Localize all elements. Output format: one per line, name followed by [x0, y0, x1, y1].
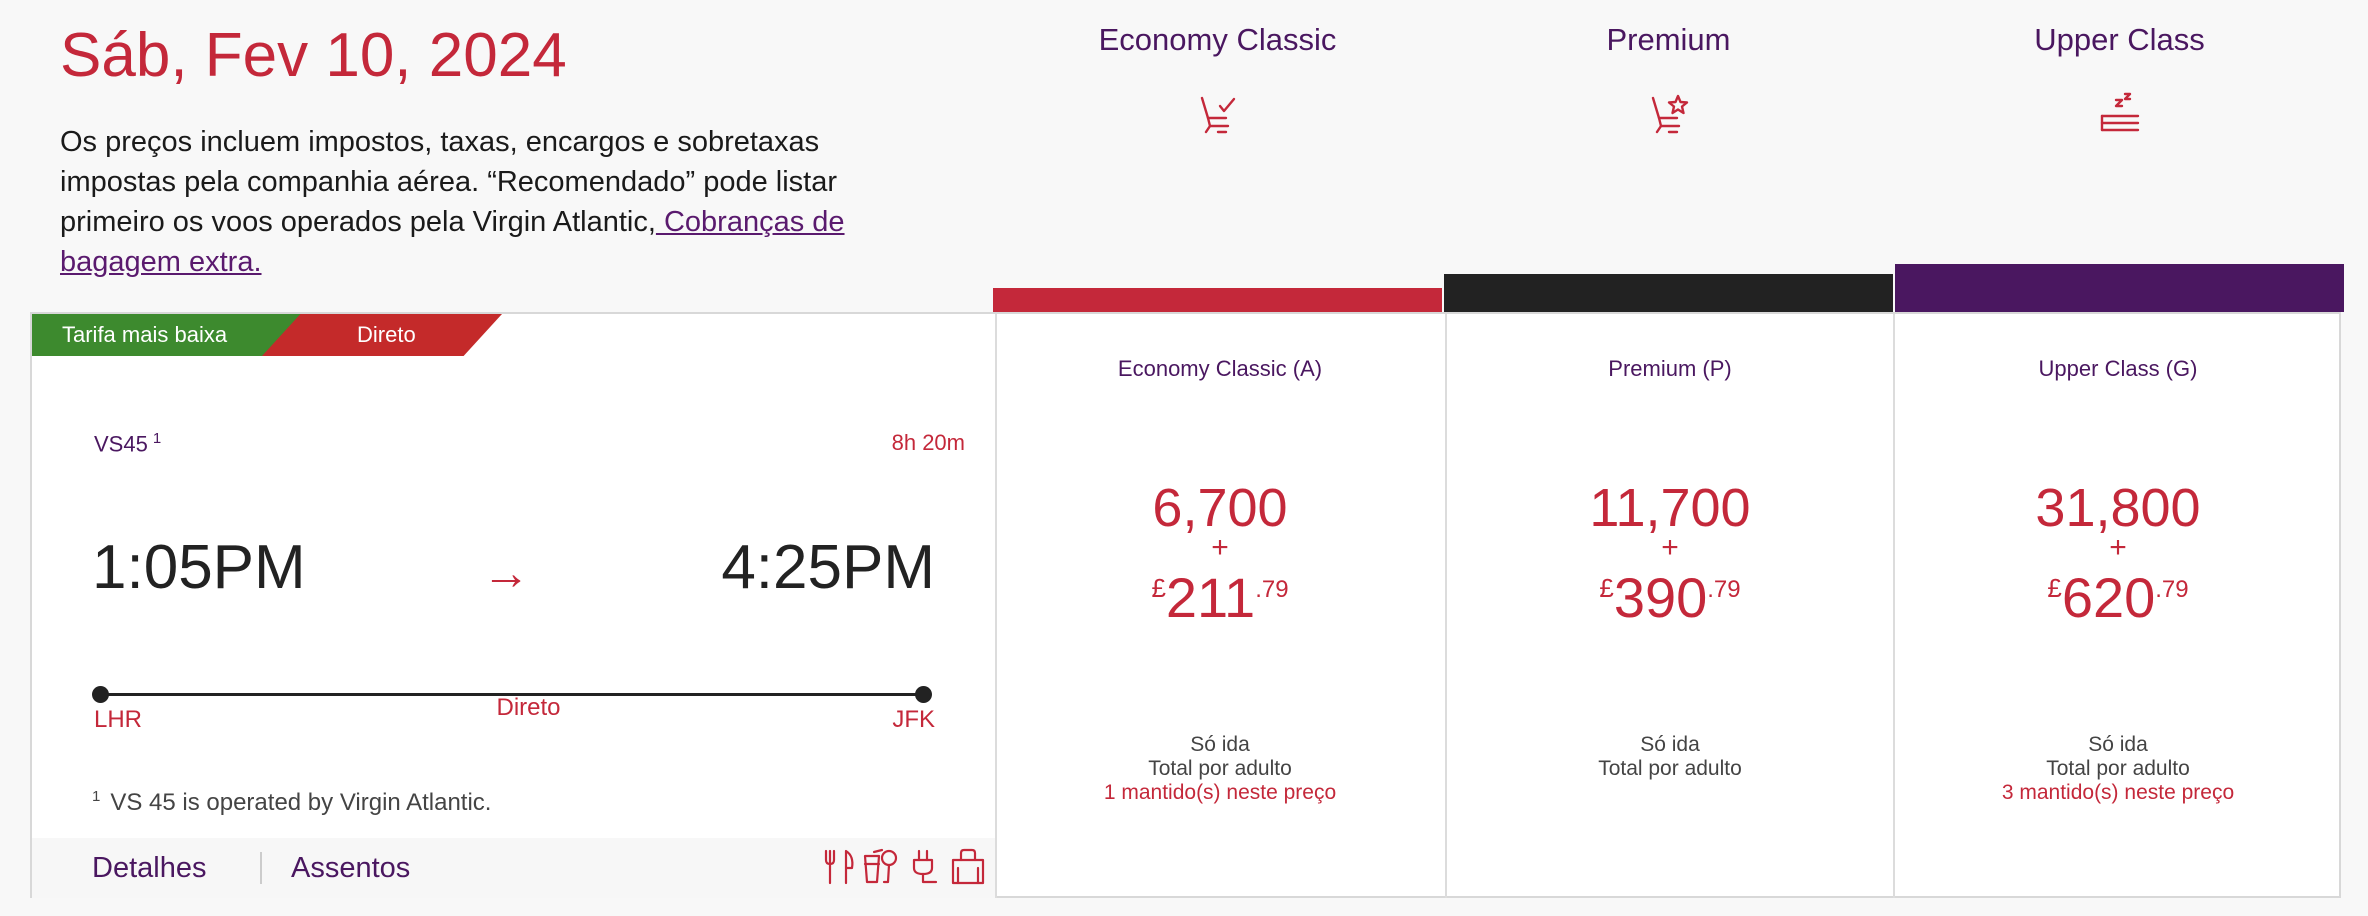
origin-airport: LHR — [94, 706, 143, 733]
origin-dot — [92, 686, 109, 703]
fare-miles: 6,700 — [1152, 478, 1288, 538]
fare-plus: + — [1661, 531, 1679, 564]
destination-airport: JFK — [892, 706, 935, 733]
cabin-header-premium[interactable]: Premium — [1444, 18, 1893, 312]
price-basis: Total por adulto — [1598, 757, 1742, 780]
flight-card: Tarifa mais baixa Direto VS45 1 8h 20m 1:… — [32, 314, 995, 898]
flight-number: VS45 1 — [94, 430, 161, 457]
route-line — [100, 693, 920, 696]
trip-type: Só ida — [1190, 733, 1250, 756]
baggage-icon[interactable] — [949, 848, 987, 891]
fare-name: Upper Class (G) — [2038, 356, 2198, 381]
cabin-color-band — [993, 288, 1442, 312]
flight-number-text: VS45 — [94, 431, 148, 457]
bed-sleep-icon — [2096, 92, 2144, 141]
currency-symbol: £ — [1599, 573, 1614, 603]
cabin-color-band — [1895, 264, 2344, 312]
fare-miles: 11,700 — [1589, 478, 1751, 538]
tab-seats[interactable]: Assentos — [291, 852, 411, 884]
seats-held-note: 1 mantido(s) neste preço — [1103, 781, 1337, 804]
fare-cash: £620.79 — [1895, 560, 2341, 641]
flight-tags: Tarifa mais baixa Direto — [32, 314, 502, 356]
price-basis: Total por adulto — [1148, 757, 1292, 780]
cabin-header-upper[interactable]: Upper Class — [1895, 18, 2344, 312]
price-note-text: Os preços incluem impostos, taxas, encar… — [60, 126, 837, 238]
stops-label: Direto — [496, 694, 561, 721]
page-header: Sáb, Fev 10, 2024 Os preços incluem impo… — [60, 20, 960, 282]
flight-duration: 8h 20m — [891, 430, 965, 455]
drinks-icon[interactable] — [862, 848, 900, 891]
flight-results-panel: Tarifa mais baixa Direto VS45 1 8h 20m 1:… — [30, 312, 2341, 898]
cash-decimal: .79 — [2155, 576, 2189, 603]
footnote-ref: 1 — [152, 430, 162, 447]
arrow-right-icon: → — [482, 547, 530, 600]
trip-type: Só ida — [2088, 733, 2148, 756]
fare-name: Economy Classic (A) — [1117, 356, 1323, 381]
flight-tabs: Detalhes Assentos — [32, 838, 995, 898]
price-basis: Total por adulto — [2046, 757, 2190, 780]
cabin-name: Premium — [1606, 22, 1731, 57]
arrival-time: 4:25PM — [721, 533, 935, 602]
price-note: Os preços incluem impostos, taxas, encar… — [60, 122, 940, 282]
fare-plus: + — [1211, 531, 1229, 564]
direct-badge: Direto — [262, 314, 502, 356]
departure-time: 1:05PM — [92, 533, 306, 602]
trip-type: Só ida — [1640, 733, 1700, 756]
cabin-color-band — [1444, 274, 1893, 312]
cash-decimal: .79 — [1255, 576, 1289, 603]
seats-held-note: 3 mantido(s) neste preço — [2001, 781, 2235, 804]
fare-name: Premium (P) — [1608, 356, 1732, 381]
operator-footnote: 1 VS 45 is operated by Virgin Atlantic. — [92, 788, 491, 817]
cabin-header-economy[interactable]: Economy Classic — [993, 18, 1442, 312]
fare-option-upper[interactable]: Upper Class (G) 31,800 + £620.79 Só ida … — [1893, 314, 2341, 898]
currency-symbol: £ — [2047, 573, 2062, 603]
cabin-name: Upper Class — [2034, 22, 2205, 57]
seat-check-icon — [1196, 92, 1240, 141]
cash-decimal: .79 — [1707, 576, 1741, 603]
fare-miles: 31,800 — [2035, 478, 2201, 538]
fare-plus: + — [2109, 531, 2127, 564]
tab-divider — [260, 852, 262, 884]
tab-details[interactable]: Detalhes — [92, 852, 207, 884]
page-title: Sáb, Fev 10, 2024 — [60, 21, 567, 90]
cash-integer: 211 — [1165, 566, 1256, 629]
footnote-marker: 1 — [92, 788, 101, 805]
meal-icon[interactable] — [822, 848, 858, 891]
cash-integer: 620 — [2061, 566, 2156, 629]
fare-option-premium[interactable]: Premium (P) 11,700 + £390.79 Só ida Tota… — [1445, 314, 1893, 898]
power-icon[interactable] — [910, 848, 940, 891]
seat-star-icon — [1647, 92, 1691, 141]
cash-integer: 390 — [1613, 566, 1708, 629]
fare-cash: £211.79 — [997, 560, 1443, 641]
fare-option-economy[interactable]: Economy Classic (A) 6,700 + £211.79 Só i… — [995, 314, 1443, 898]
currency-symbol: £ — [1151, 573, 1166, 603]
extra-baggage-link[interactable]: Cobranças de bagagem extra. — [60, 206, 845, 278]
destination-dot — [915, 686, 932, 703]
cabin-name: Economy Classic — [1098, 22, 1337, 57]
fare-cash: £390.79 — [1447, 560, 1893, 641]
footnote-text: VS 45 is operated by Virgin Atlantic. — [110, 789, 492, 816]
